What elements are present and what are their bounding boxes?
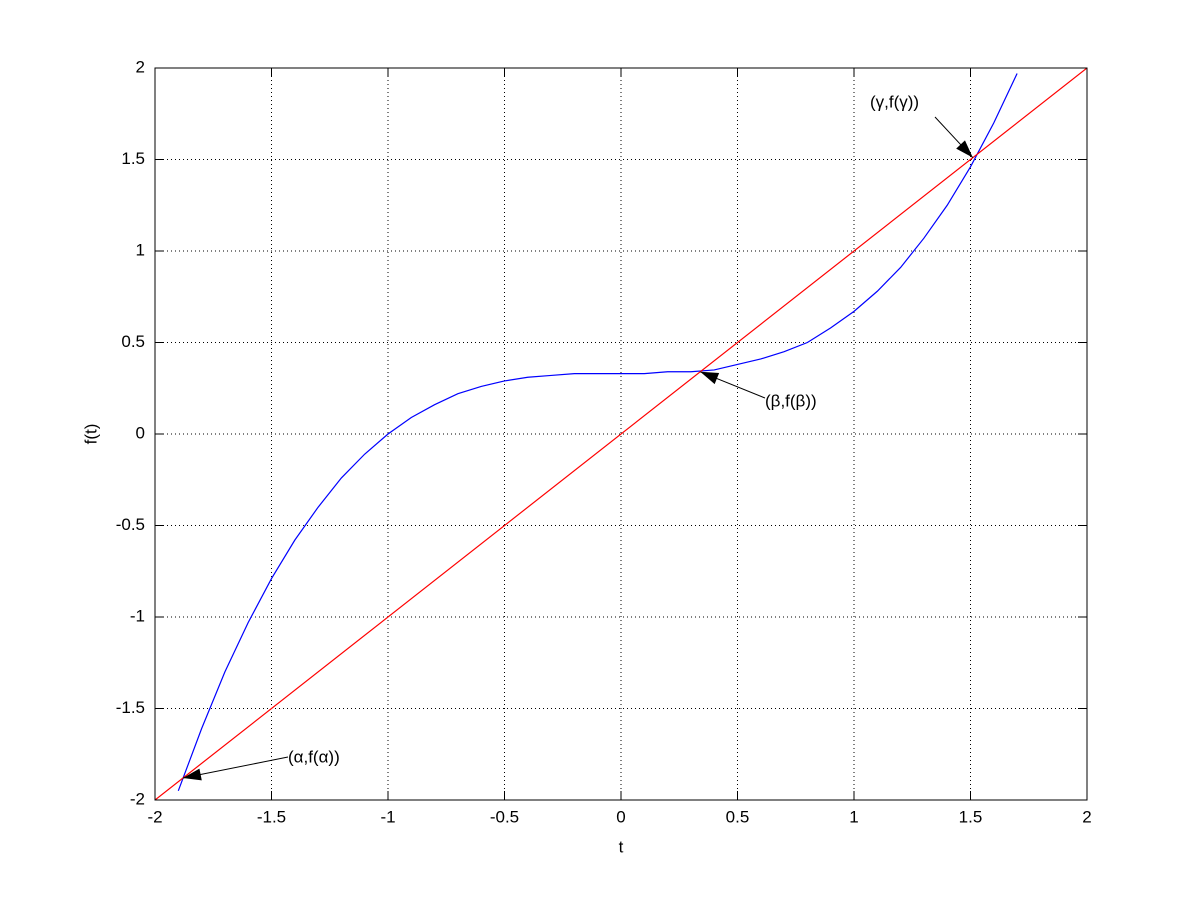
x-tick-label: 1.5 — [959, 807, 983, 826]
x-tick-label: 1 — [849, 807, 858, 826]
y-tick-label: -1 — [130, 606, 145, 625]
y-tick-label: -1.5 — [116, 698, 145, 717]
x-tick-label: 0 — [616, 807, 625, 826]
series-line — [155, 68, 1087, 800]
y-tick-label: 0.5 — [121, 332, 145, 351]
annotation-text: (γ,f(γ)) — [870, 92, 919, 111]
x-tick-label: 2 — [1082, 807, 1091, 826]
x-tick-label: -0.5 — [490, 807, 519, 826]
annotation-arrowhead — [956, 140, 973, 158]
annotation-arrowhead — [182, 768, 202, 781]
x-axis-label: t — [619, 837, 624, 856]
series-line — [177, 73, 1018, 792]
annotation-text: (β,f(β)) — [765, 391, 817, 410]
y-axis-label: f(t) — [81, 424, 100, 445]
annotation-arrowhead — [700, 371, 720, 385]
x-tick-label: -1.5 — [257, 807, 286, 826]
annotation-text: (α,f(α)) — [288, 747, 340, 766]
x-tick-label: -1 — [380, 807, 395, 826]
y-tick-label: 1 — [136, 240, 145, 259]
y-tick-label: 2 — [136, 57, 145, 76]
y-tick-label: 1.5 — [121, 149, 145, 168]
plot-frame — [154, 67, 1088, 801]
x-tick-label: 0.5 — [726, 807, 750, 826]
y-tick-label: -2 — [130, 789, 145, 808]
y-tick-label: 0 — [136, 423, 145, 442]
x-tick-label: -2 — [147, 807, 162, 826]
y-tick-label: -0.5 — [116, 515, 145, 534]
